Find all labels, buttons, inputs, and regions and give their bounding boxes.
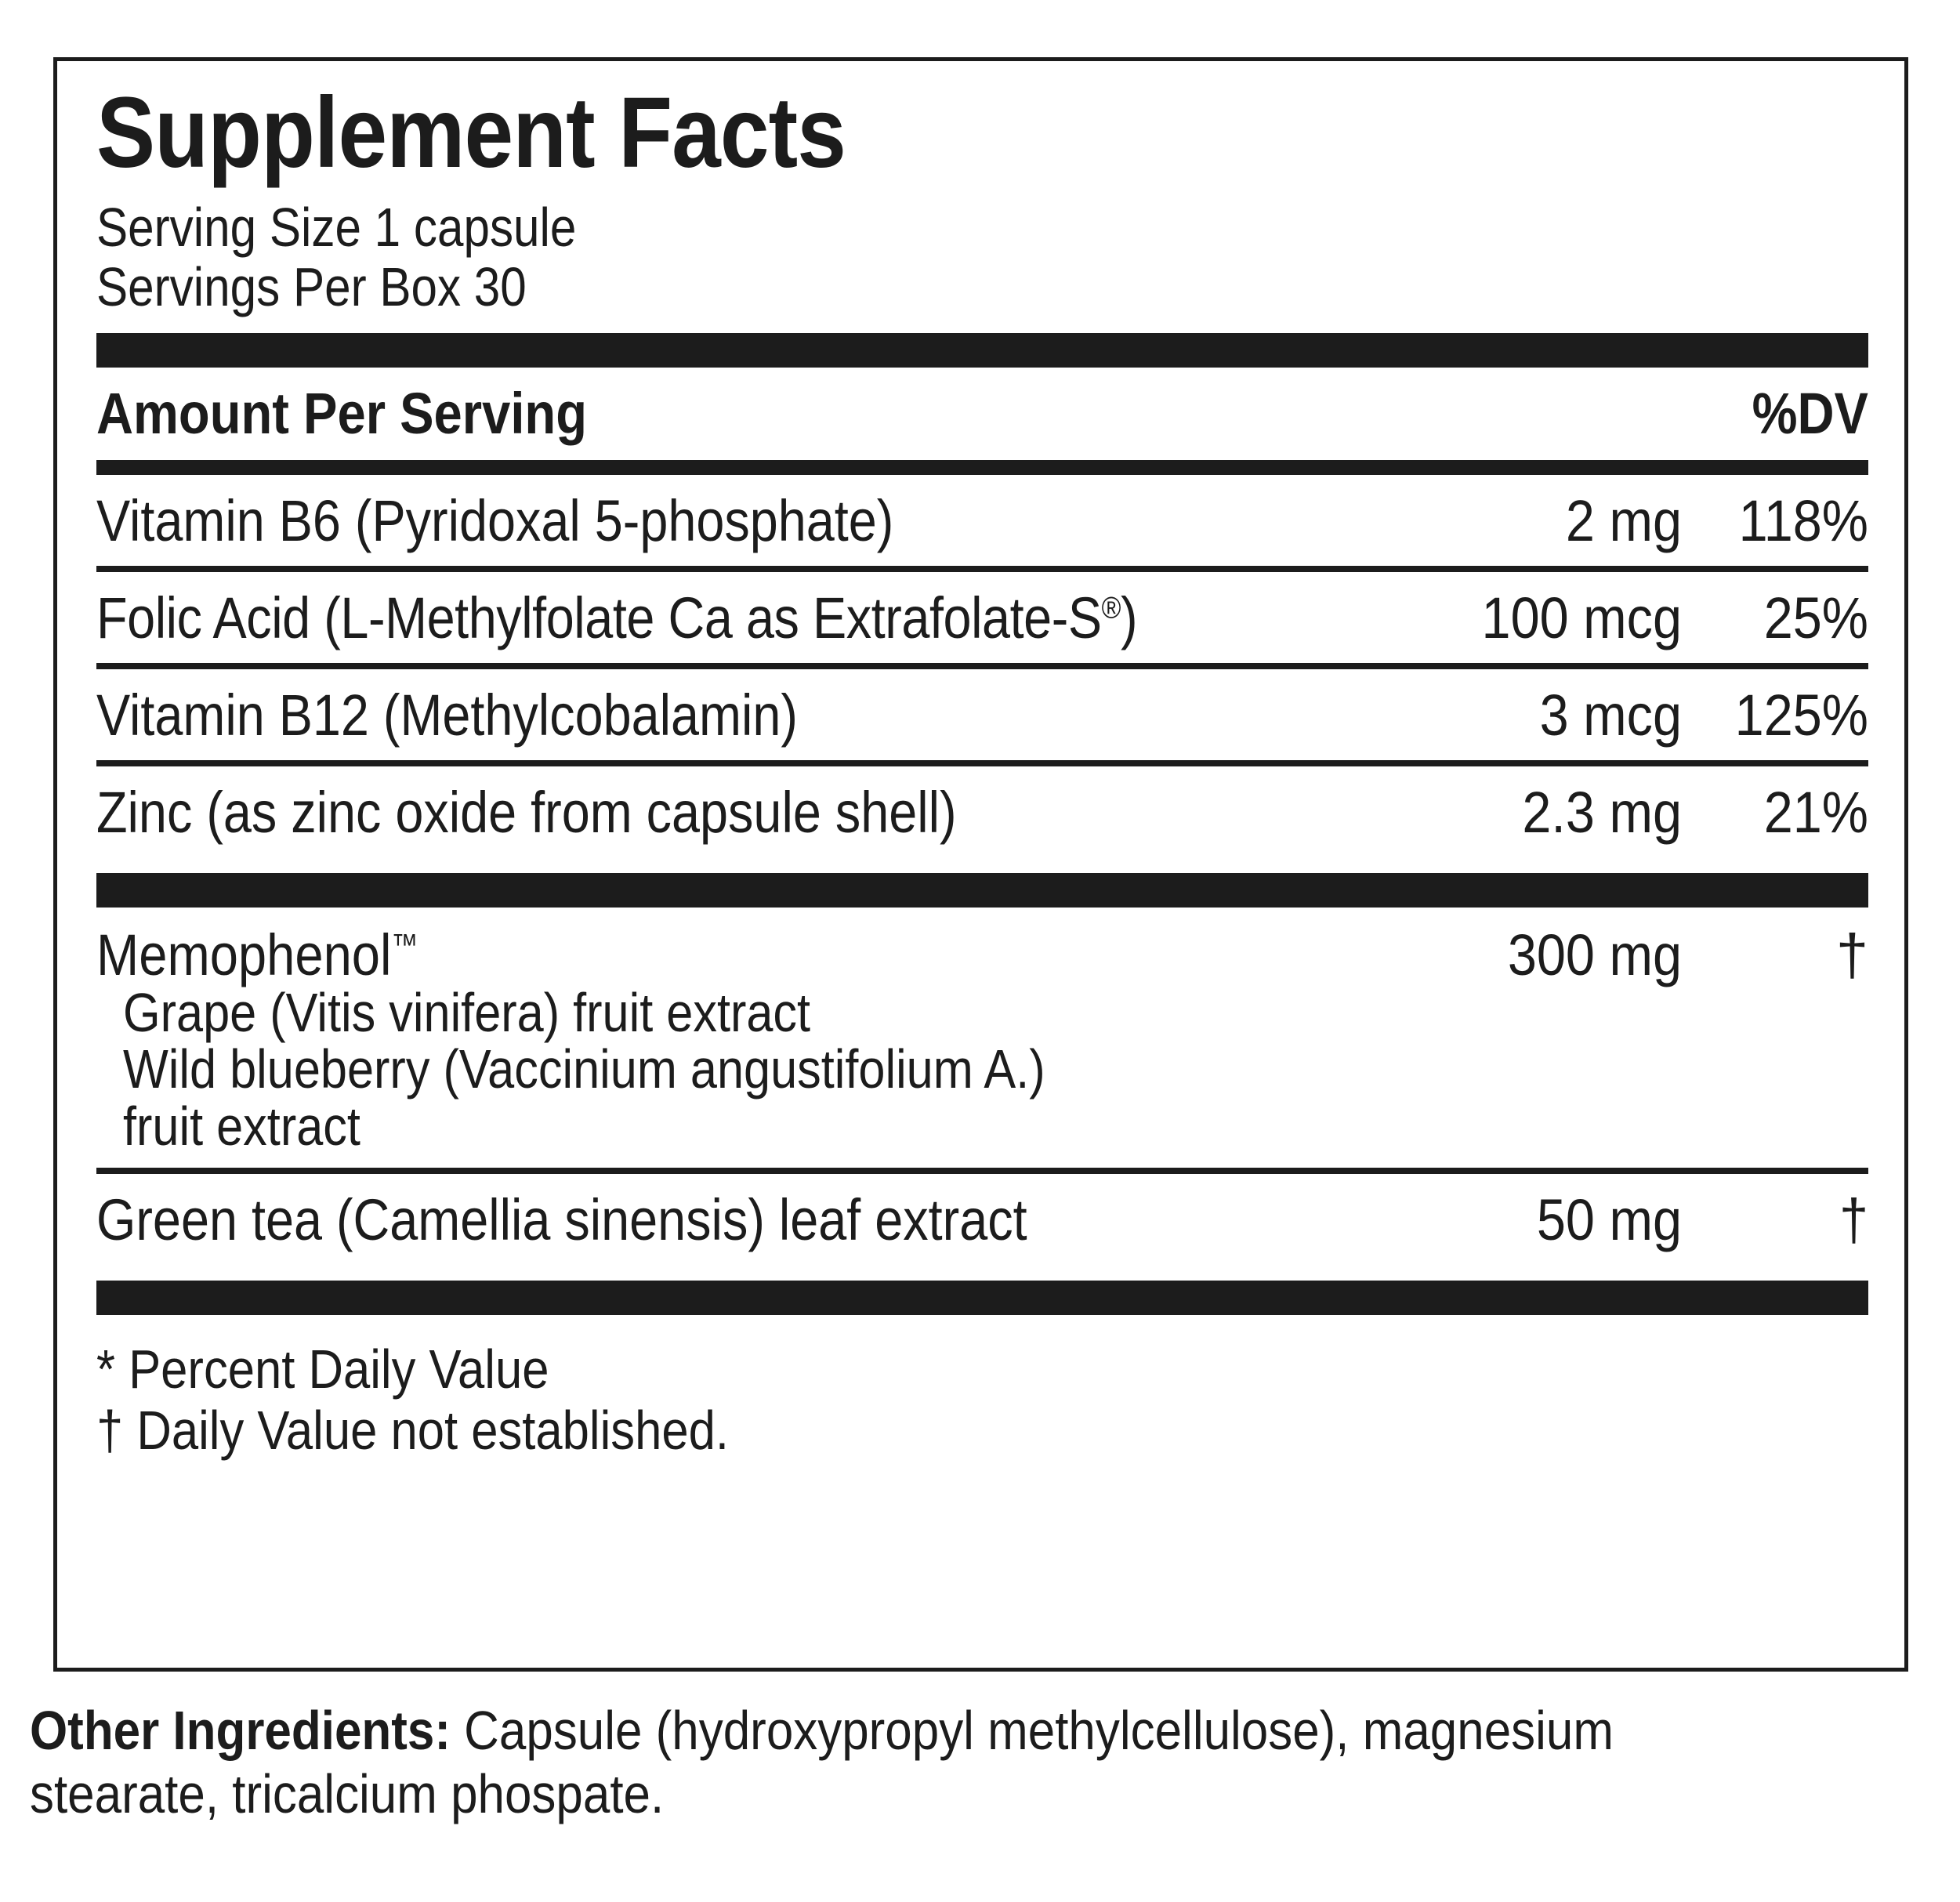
page-title: Supplement Facts [96, 77, 846, 189]
other-ingredients-text: Capsule (hydroxypropyl methylcellulose),… [30, 1700, 1614, 1825]
amount-per-serving-header: Amount Per Serving [96, 380, 587, 446]
extra-ingredient-dv: † [1839, 1186, 1868, 1252]
nutrient-name: Zinc (as zinc oxide from capsule shell) [96, 779, 957, 845]
other-ingredients: Other Ingredients: Capsule (hydroxypropy… [30, 1699, 1722, 1826]
nutrient-amount: 2 mg [1565, 487, 1682, 553]
blend-name-text: Memophenol [96, 922, 392, 987]
table-row: Folic Acid (L-Methylfolate Ca as Extrafo… [96, 572, 1868, 663]
nutrient-dv: 118% [1738, 487, 1868, 553]
other-ingredients-label: Other Ingredients: [30, 1700, 451, 1761]
divider-row [96, 662, 1868, 669]
nutrient-amount: 100 mcg [1481, 585, 1682, 650]
nutrient-dv: 125% [1734, 682, 1868, 748]
divider-under-header [96, 459, 1868, 475]
footnote-daily-value-not-established: † Daily Value not established. [96, 1400, 730, 1462]
divider-row [96, 565, 1868, 572]
trademark-icon: ™ [391, 927, 418, 962]
percent-dv-header: %DV [1752, 380, 1868, 446]
blend-sub-item: Wild blueberry (Vaccinium angustifolium … [123, 1038, 1045, 1100]
nutrient-name: Vitamin B6 (Pyridoxal 5-phosphate) [96, 487, 894, 553]
nutrient-name: Vitamin B12 (Methylcobalamin) [96, 682, 798, 748]
table-row: Green tea (Camellia sinensis) leaf extra… [96, 1174, 1868, 1265]
supplement-facts-inner: Supplement Facts Serving Size 1 capsule … [96, 61, 1868, 1668]
nutrient-name-post: ) [1120, 585, 1138, 650]
servings-per-container-text: Servings Per Box 30 [96, 256, 527, 318]
blend-name: Memophenol™ [96, 926, 1237, 984]
divider-row [96, 1167, 1868, 1174]
extra-ingredient-amount: 50 mg [1536, 1186, 1682, 1252]
blend-header-row: Memophenol™ 300 mg † [96, 926, 1868, 984]
nutrient-name-pre: Folic Acid (L-Methylfolate Ca as Extrafo… [96, 585, 1102, 650]
divider-row [96, 759, 1868, 766]
extra-ingredient-name: Green tea (Camellia sinensis) leaf extra… [96, 1186, 1027, 1252]
registered-mark-icon: ® [1101, 590, 1121, 625]
blend-sub-item: fruit extract [123, 1096, 360, 1158]
divider-thick-middle [96, 872, 1868, 908]
nutrient-name: Folic Acid (L-Methylfolate Ca as Extrafo… [96, 589, 1257, 647]
nutrient-dv: 25% [1763, 585, 1868, 650]
nutrient-dv: 21% [1763, 779, 1868, 845]
serving-size-text: Serving Size 1 capsule [96, 197, 577, 258]
blend-block: Memophenol™ 300 mg † Grape (Vitis vinife… [96, 908, 1868, 1168]
table-header-row: Amount Per Serving %DV [96, 368, 1868, 460]
divider-thick-bottom [96, 1280, 1868, 1315]
table-row: Vitamin B12 (Methylcobalamin) 3 mcg 125% [96, 669, 1868, 760]
blend-dv: † [1835, 922, 1868, 987]
blend-amount: 300 mg [1507, 922, 1682, 987]
supplement-facts-panel: Supplement Facts Serving Size 1 capsule … [53, 57, 1908, 1672]
divider-thick-top [96, 332, 1868, 368]
table-row: Vitamin B6 (Pyridoxal 5-phosphate) 2 mg … [96, 475, 1868, 566]
nutrient-amount: 2.3 mg [1522, 779, 1682, 845]
footnote-percent-daily-value: * Percent Daily Value [96, 1338, 549, 1400]
blend-sub-item: Grape (Vitis vinifera) fruit extract [123, 981, 811, 1043]
nutrient-amount: 3 mcg [1539, 682, 1682, 748]
footnotes: * Percent Daily Value † Daily Value not … [96, 1315, 1868, 1462]
table-row: Zinc (as zinc oxide from capsule shell) … [96, 766, 1868, 857]
